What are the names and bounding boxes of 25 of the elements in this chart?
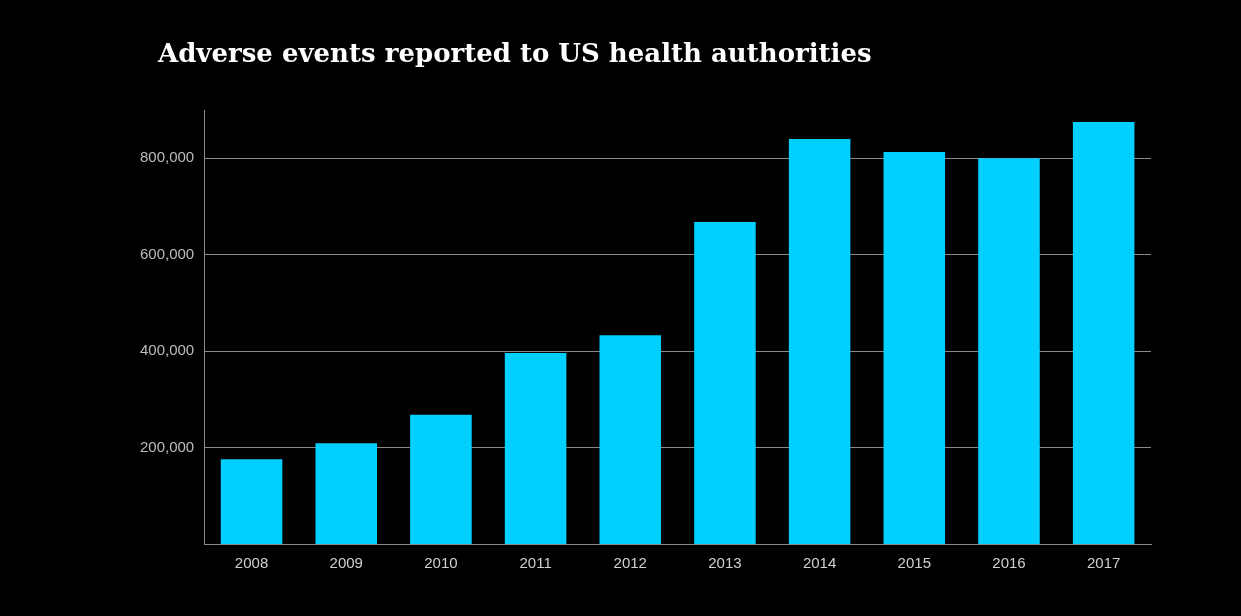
x-tick-label: 2013 (708, 554, 742, 572)
bar (410, 414, 472, 544)
x-tick-label: 2011 (519, 554, 552, 572)
x-tick-label: 2016 (992, 554, 1026, 572)
y-tick-label: 200,000 (139, 437, 195, 455)
x-tick-label: 2008 (234, 554, 269, 572)
bar (1072, 122, 1135, 544)
y-tick-label: 600,000 (139, 244, 195, 262)
bar (978, 158, 1040, 544)
y-tick-label: 400,000 (139, 341, 195, 359)
bar (220, 459, 283, 544)
y-tick-label: 800,000 (139, 148, 195, 166)
bar (883, 151, 946, 544)
bar (694, 221, 756, 544)
x-tick-label: 2014 (802, 554, 837, 572)
x-tick-label: 2017 (1086, 554, 1121, 572)
bar (599, 335, 662, 544)
x-tick-label: 2009 (329, 554, 363, 572)
bar (504, 353, 567, 544)
x-tick-label: 2010 (424, 554, 458, 572)
x-tick-label: 2012 (613, 554, 647, 572)
bar (315, 443, 378, 544)
x-tick-label: 2015 (897, 554, 931, 572)
chart-title: Adverse events reported to US health authorities (158, 38, 872, 68)
bar (788, 138, 851, 544)
